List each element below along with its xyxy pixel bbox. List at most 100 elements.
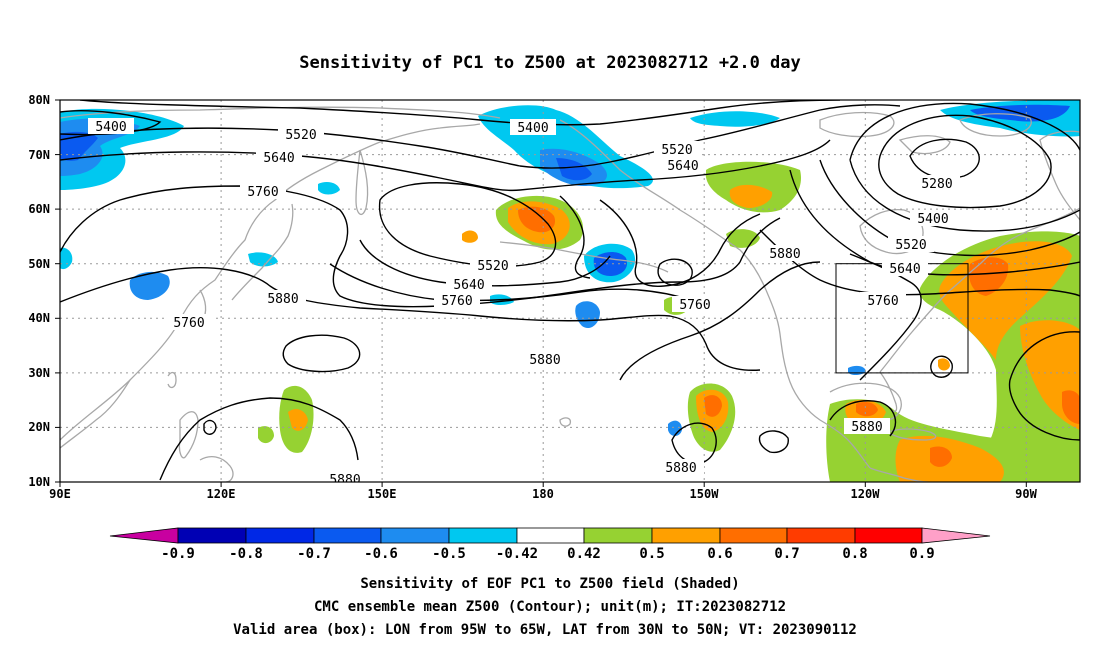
label-bg: [762, 245, 808, 261]
contour-label: 5760: [247, 185, 278, 200]
label-bg: [510, 119, 556, 135]
colorbar-segment: [177, 527, 247, 544]
contour-5880-gulf-loop: [758, 430, 789, 454]
label-bg: [470, 257, 516, 273]
shade-pos-bering-small: [462, 230, 478, 243]
label-bg: [256, 149, 302, 165]
y-tick-label: 60N: [28, 202, 50, 216]
label-bg: [914, 175, 960, 191]
contour-5880-hi-center: [282, 334, 361, 373]
axis-ticks: [55, 99, 1027, 487]
contour-label: 5520: [661, 143, 692, 158]
colorbar-label: -0.8: [229, 546, 263, 562]
contour-label: 5640: [667, 159, 698, 174]
y-tick-label: 40N: [28, 311, 50, 325]
label-bg: [910, 210, 956, 226]
shade-pos-bering-inner: [518, 206, 556, 233]
map-panel: 5400 5400 5520 5640 5760 5760 5880 5520 …: [28, 93, 1081, 501]
shade-neg-north-core: [556, 158, 592, 181]
label-bg: [882, 260, 928, 276]
label-bg: [240, 183, 286, 199]
x-tick-label: 90W: [1015, 487, 1037, 501]
contour-label: 5760: [441, 294, 472, 309]
label-bg: [888, 236, 934, 252]
colorbar-label: 0.5: [639, 546, 664, 562]
shade-neg-asia-blob: [129, 271, 170, 300]
coast-asia-east: [60, 123, 481, 441]
contour-5640-upper: [60, 139, 831, 192]
coast-hawaii: [559, 417, 572, 427]
contour-label: 5880: [851, 420, 882, 435]
y-tick-label: 10N: [28, 475, 50, 489]
contour-labels: 5400 5400 5520 5640 5760 5760 5880 5520 …: [88, 118, 960, 482]
y-tick-label: 20N: [28, 420, 50, 434]
coast-cuba: [886, 428, 937, 441]
contour-5640-central: [599, 199, 761, 287]
coast-florida: [879, 371, 898, 413]
y-tick-label: 70N: [28, 148, 50, 162]
caption-line-3: Valid area (box): LON from 95W to 65W, L…: [233, 622, 857, 638]
label-bg: [278, 126, 324, 142]
contour-label: 5760: [173, 316, 204, 331]
shade-neg-japan-blob: [248, 252, 278, 267]
colorbar-segment: [719, 527, 788, 544]
shade-pos-mex-inner: [704, 395, 722, 417]
contour-small-loop-150w: [657, 258, 693, 286]
contour-label: 5400: [917, 212, 948, 227]
label-bg: [88, 118, 134, 134]
label-bg: [660, 157, 706, 173]
colorbar-segment: [651, 527, 721, 544]
shade-pos-bermuda: [938, 358, 950, 371]
contour-label: 5880: [665, 461, 696, 476]
colorbar: -0.9 -0.8 -0.7 -0.6 -0.5 -0.42 0.42 0.5 …: [109, 527, 991, 562]
colorbar-label: -0.9: [161, 546, 195, 562]
colorbar-segment: [583, 527, 653, 544]
x-tick-label: 150E: [368, 487, 397, 501]
contour-label: 5640: [889, 262, 920, 277]
contour-5880-phil-loop: [203, 419, 217, 435]
x-tick-label: 150W: [690, 487, 720, 501]
contour-label: 5880: [769, 247, 800, 262]
contour-5640-low: [819, 159, 1080, 257]
contour-5520-central: [559, 195, 591, 279]
contour-5760-east-loop: [849, 253, 922, 381]
shade-pos-atl-inner: [968, 257, 1009, 296]
contour-5880-atl-loop: [1008, 331, 1080, 441]
colorbar-under-triangle: [109, 527, 179, 544]
label-bg: [446, 276, 492, 292]
shade-neg-kamchatka-blob: [318, 182, 340, 195]
shade-neg-mex-blob: [668, 420, 682, 436]
colorbar-label: 0.9: [909, 546, 934, 562]
contour-5760-bering: [329, 263, 691, 302]
coast-us-east: [879, 263, 981, 373]
coast-indonesia: [199, 455, 234, 482]
y-axis-labels: 80N 70N 60N 50N 40N 30N 20N 10N: [28, 93, 50, 489]
contour-5880-west: [60, 267, 761, 371]
contour-label: 5400: [95, 120, 126, 135]
contour-label: 5760: [867, 294, 898, 309]
map-frame: [59, 99, 1081, 483]
contour-5520-upper: [60, 104, 901, 169]
shade-neg-asia-blob2: [60, 247, 73, 270]
label-bg: [654, 141, 700, 157]
contour-5880-south: [159, 397, 359, 481]
coast-greenland: [1039, 130, 1080, 222]
y-tick-label: 50N: [28, 257, 50, 271]
contour-label: 5400: [517, 121, 548, 136]
label-bg: [522, 351, 568, 367]
coast-asia-se: [60, 379, 131, 449]
contour-5520-low: [849, 102, 1080, 232]
coast-japan: [231, 203, 294, 301]
figure-title: Sensitivity of PC1 to Z500 at 2023082712…: [299, 53, 801, 73]
colorbar-segment: [516, 527, 585, 544]
colorbar-segment: [786, 527, 856, 544]
label-bg: [322, 472, 368, 482]
caption-line-2: CMC ensemble mean Z500 (Contour); unit(m…: [314, 599, 786, 615]
shade-pos-pac-sw-small: [258, 426, 274, 444]
shade-neg-ne-top: [690, 111, 780, 127]
colorbar-label: -0.42: [496, 546, 538, 562]
colorbar-label: 0.8: [842, 546, 867, 562]
shade-pos-atl-east-core: [1062, 390, 1080, 424]
contour-5880-low-east: [759, 229, 1080, 297]
